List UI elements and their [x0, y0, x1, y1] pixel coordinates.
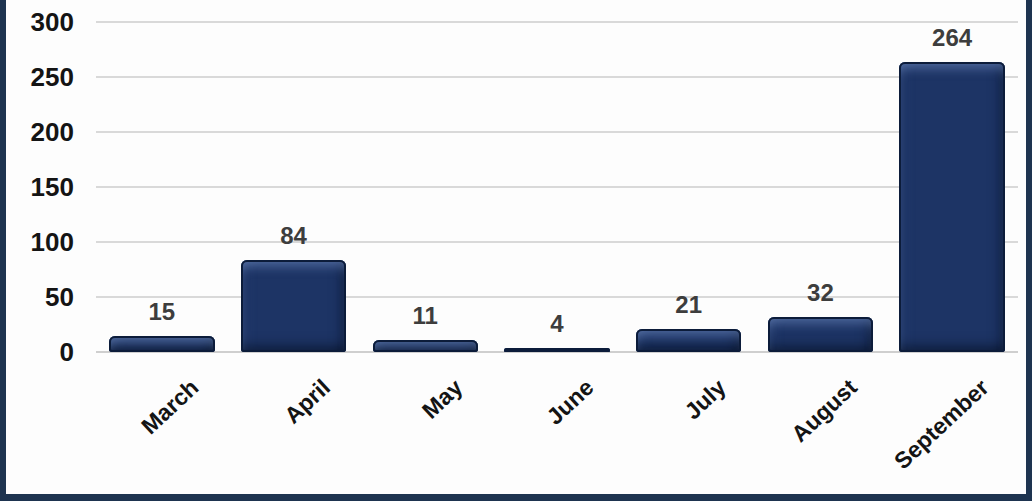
y-axis-tick-label-150: 150 [12, 174, 74, 200]
x-axis-label-march: March [136, 374, 204, 440]
plot-area: March15April84May11June4July21August32Se… [96, 22, 1018, 352]
y-axis-tick-label-250: 250 [12, 64, 74, 90]
bar-value-label-july: 21 [623, 293, 755, 317]
bar-chart-image: March 15 April 84 May 11 June 4 July 21 August 32 Se… [0, 0, 1032, 501]
x-axis-label-may: May [417, 374, 468, 424]
bar-value-label-august: 32 [755, 281, 887, 305]
bar-slot-june: 4 [491, 22, 623, 352]
bar-april [241, 260, 346, 352]
y-axis-tick-label-200: 200 [12, 119, 74, 145]
bar-value-label-june: 4 [491, 312, 623, 336]
x-axis-label-september: September [889, 374, 994, 475]
bar-may [373, 340, 478, 352]
x-axis-label-august: August [787, 374, 863, 448]
x-axis-label-april: April [279, 374, 336, 429]
bar-slot-july: 21 [623, 22, 755, 352]
bar-slot-may: 11 [359, 22, 491, 352]
bar-value-label-may: 11 [359, 304, 491, 328]
bar-value-label-april: 84 [228, 224, 360, 248]
bar-slot-march: 15 [96, 22, 228, 352]
bar-august [768, 317, 873, 352]
bar-value-label-march: 15 [96, 300, 228, 324]
bar-march [109, 336, 214, 353]
y-axis-tick-label-300: 300 [12, 9, 74, 35]
bar-value-label-september: 264 [886, 26, 1018, 50]
bar-slot-april: 84 [228, 22, 360, 352]
x-axis-label-june: June [542, 374, 600, 430]
bar-july [636, 329, 741, 352]
bar-slot-september: 264 [886, 22, 1018, 352]
bar-june [504, 348, 609, 352]
bar-september [899, 62, 1004, 352]
x-axis-label-july: July [679, 374, 731, 425]
bar-slot-august: 32 [755, 22, 887, 352]
y-axis-tick-label-0: 0 [12, 339, 74, 365]
y-axis-tick-label-100: 100 [12, 229, 74, 255]
y-axis-tick-label-50: 50 [12, 284, 74, 310]
